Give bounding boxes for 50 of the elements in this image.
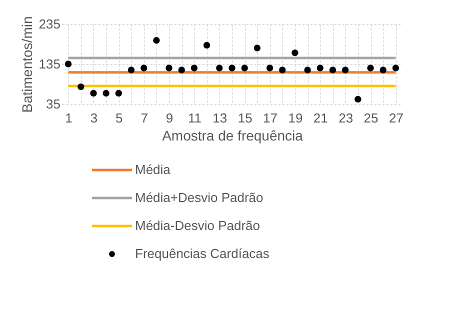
x-tick-label: 23 (338, 110, 354, 126)
point (102, 90, 110, 97)
point (64, 60, 72, 68)
point (90, 90, 97, 97)
point (115, 90, 122, 97)
point (367, 64, 374, 72)
y-tick-label: 135 (38, 56, 60, 72)
x-tick-label: 19 (288, 110, 303, 126)
point (380, 66, 386, 74)
point (78, 83, 84, 90)
point (216, 64, 223, 72)
point (140, 64, 148, 72)
point (279, 66, 286, 74)
point (190, 64, 198, 72)
legend-label: Média-Desvio Padrão (135, 218, 260, 233)
legend-label: Média+Desvio Padrão (135, 190, 264, 205)
y-axis-title: Batimentos/min (18, 16, 35, 113)
x-tick-label: 21 (313, 110, 328, 126)
point (254, 44, 261, 52)
point (166, 64, 172, 72)
point (316, 64, 324, 72)
point (304, 66, 311, 74)
x-tick-label: 7 (140, 110, 148, 126)
x-tick-label: 25 (364, 110, 378, 126)
y-tick-label: 35 (46, 96, 60, 112)
x-tick-label: 15 (238, 110, 252, 126)
x-axis-title: Amostra de frequência (162, 128, 304, 144)
point (329, 66, 336, 74)
point (241, 64, 248, 72)
point (292, 49, 298, 56)
point (228, 64, 236, 72)
y-tick-label: 235 (38, 16, 60, 32)
x-tick-label: 3 (90, 110, 98, 126)
legend-label: Média (135, 162, 172, 177)
x-tick-label: 13 (212, 110, 228, 126)
legend-label: Frequências Cardíacas (135, 246, 270, 261)
point (178, 66, 185, 74)
x-tick-label: 5 (116, 110, 123, 126)
x-tick-label: 11 (188, 110, 202, 126)
point (354, 96, 362, 103)
point (153, 37, 160, 44)
x-tick-label: 27 (388, 110, 404, 126)
point (342, 66, 349, 74)
point (203, 42, 210, 49)
point (266, 64, 274, 72)
x-tick-label: 9 (166, 110, 174, 126)
x-tick-label: 17 (263, 110, 278, 126)
x-tick-label: 1 (65, 110, 72, 126)
point (392, 64, 400, 72)
point (128, 66, 135, 74)
